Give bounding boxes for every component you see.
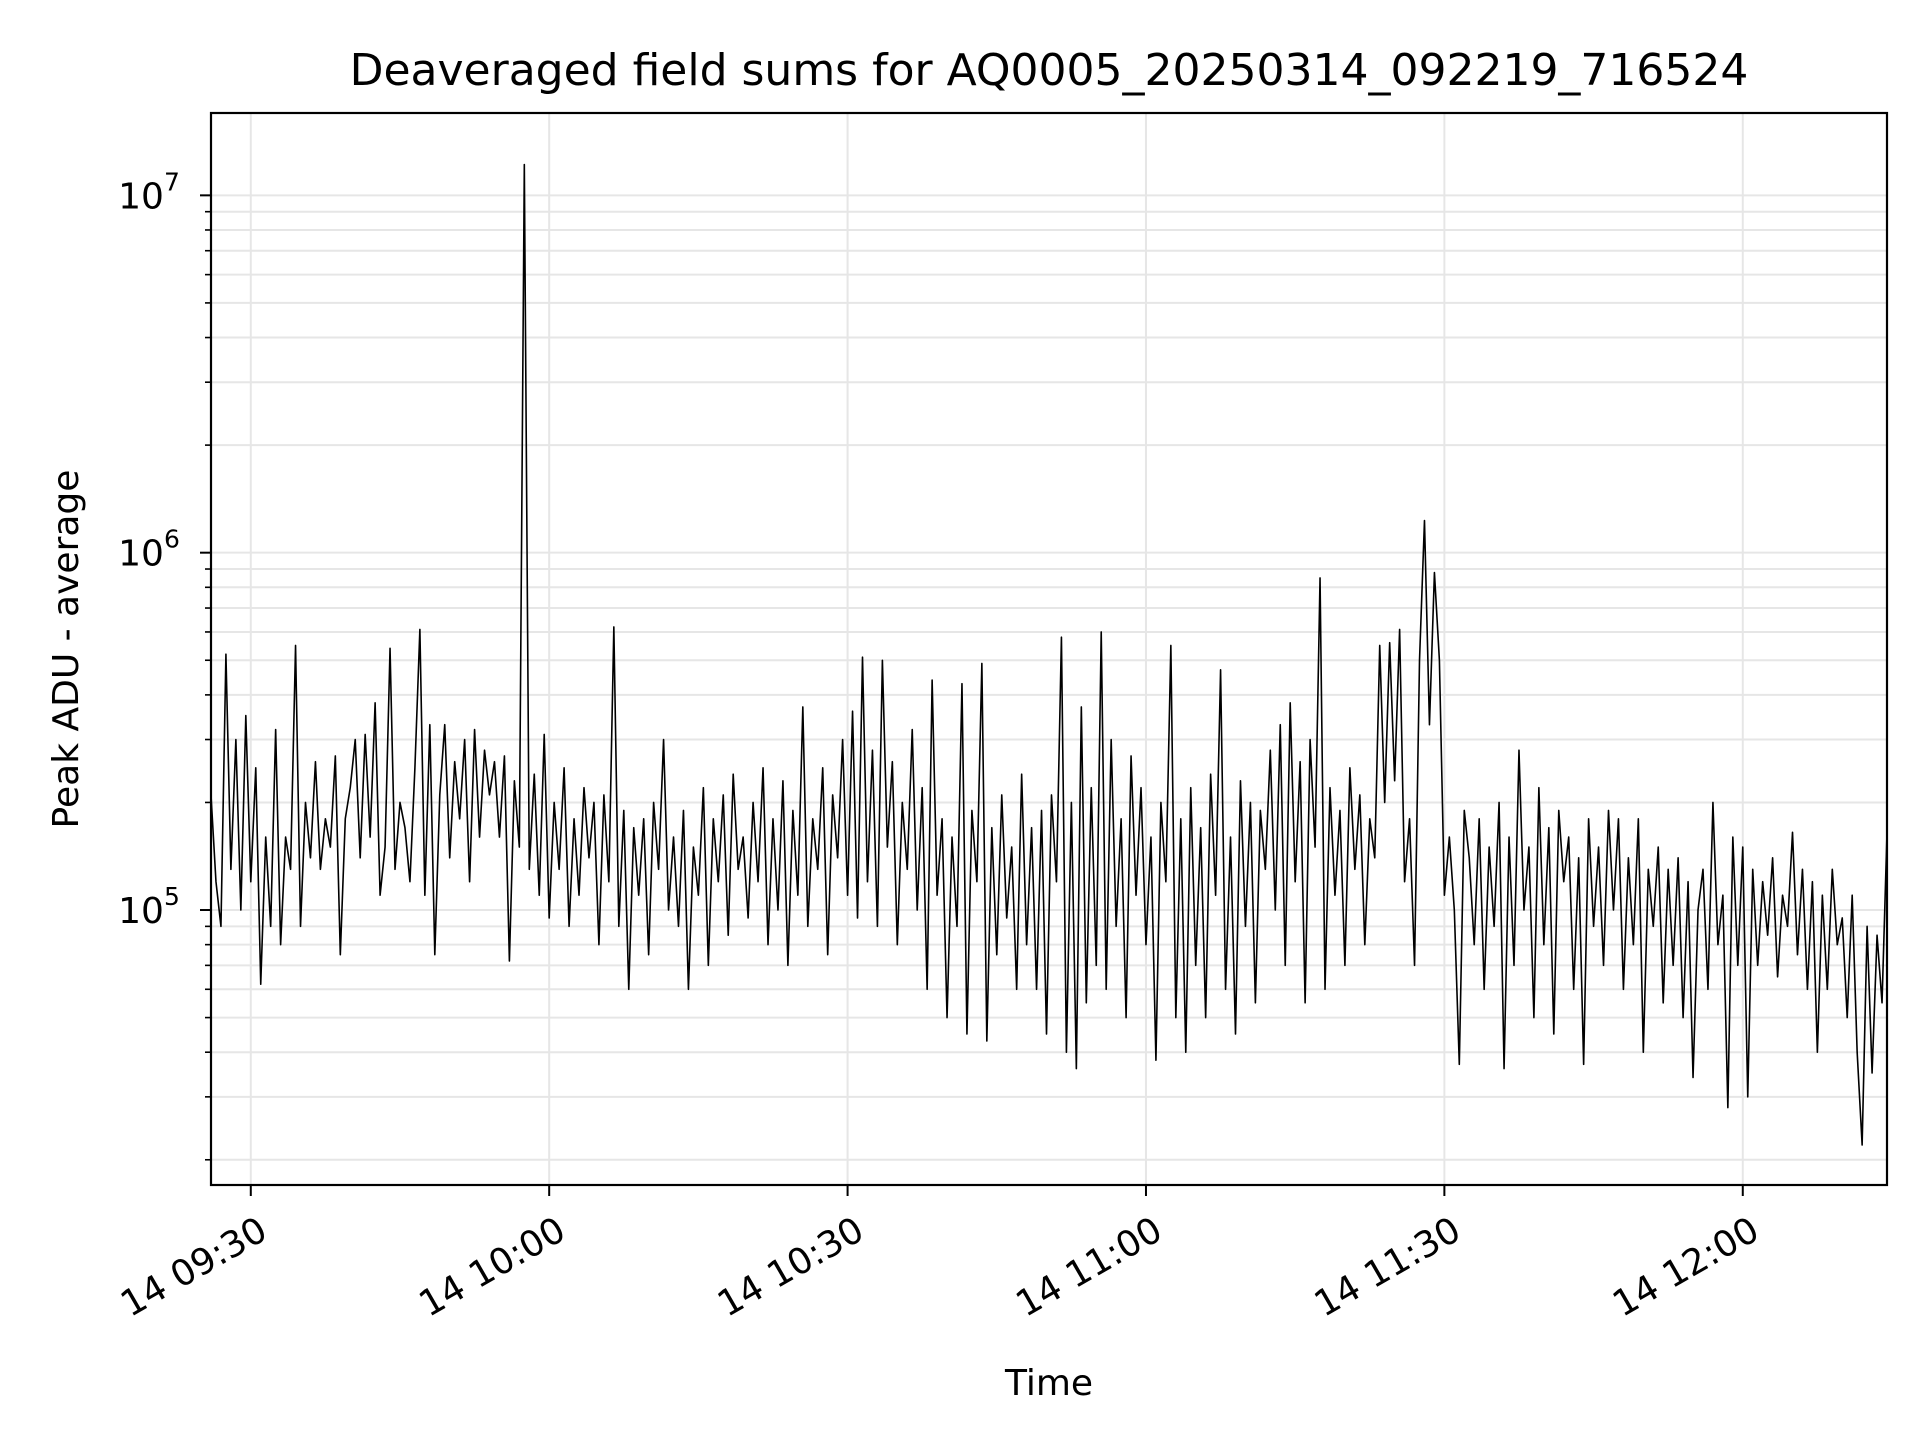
y-tick-label-base: 10 (118, 534, 164, 575)
series-layer (210, 163, 1888, 1146)
y-axis-label: Peak ADU - average (46, 470, 87, 829)
y-tick-label-base: 10 (118, 176, 164, 217)
y-tick-label: 107 (118, 167, 180, 217)
plot-frame (209, 111, 1889, 1187)
y-tick-label: 106 (118, 525, 180, 575)
y-tick-label-exponent: 7 (164, 167, 180, 196)
y-tick-label: 105 (118, 882, 180, 932)
series-line (210, 163, 1888, 1146)
y-tick-label-base: 10 (118, 891, 164, 932)
y-tick-label-exponent: 6 (164, 525, 180, 554)
x-axis-label: Time (1004, 1363, 1093, 1404)
chart-title: Deaveraged field sums for AQ0005_2025031… (350, 45, 1749, 96)
y-tick-label-exponent: 5 (164, 882, 180, 911)
